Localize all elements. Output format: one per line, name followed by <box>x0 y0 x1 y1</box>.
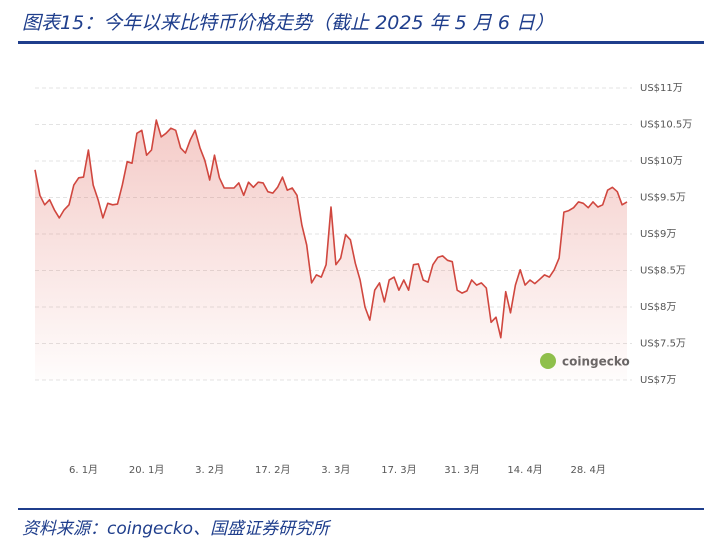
x-tick-label: 3. 2月 <box>195 464 224 476</box>
x-tick-label: 14. 4月 <box>507 464 542 476</box>
source-rule <box>18 508 704 510</box>
y-tick-label: US$8.5万 <box>640 266 686 277</box>
x-tick-label: 31. 3月 <box>444 464 479 476</box>
y-tick-label: US$9.5万 <box>640 193 686 204</box>
y-tick-label: US$7万 <box>640 375 676 386</box>
x-tick-label: 3. 3月 <box>321 464 350 476</box>
x-tick-label: 17. 3月 <box>381 464 416 476</box>
chart-title: 图表15：今年以来比特币价格走势（截止 2025 年 5 月 6 日） <box>22 12 554 34</box>
y-tick-label: US$11万 <box>640 83 683 94</box>
price-line <box>34 119 628 339</box>
y-tick-label: US$9万 <box>640 229 676 240</box>
x-tick-label: 17. 2月 <box>255 464 290 476</box>
price-area <box>35 120 627 380</box>
y-tick-label: US$7.5万 <box>640 339 686 350</box>
x-tick-label: 20. 1月 <box>129 464 164 476</box>
x-tick-label: 28. 4月 <box>570 464 605 476</box>
x-tick-label: 6. 1月 <box>69 464 98 476</box>
y-tick-label: US$10.5万 <box>640 120 692 131</box>
y-tick-label: US$8万 <box>640 302 676 313</box>
source-note: 资料来源：coingecko、国盛证券研究所 <box>22 519 332 539</box>
title-rule <box>18 41 704 44</box>
y-tick-label: US$10万 <box>640 156 683 167</box>
plot-area: US$7万 US$7.5万 US$8万 US$8.5万 US$9万 US$9.5万 US$1… <box>34 83 692 476</box>
